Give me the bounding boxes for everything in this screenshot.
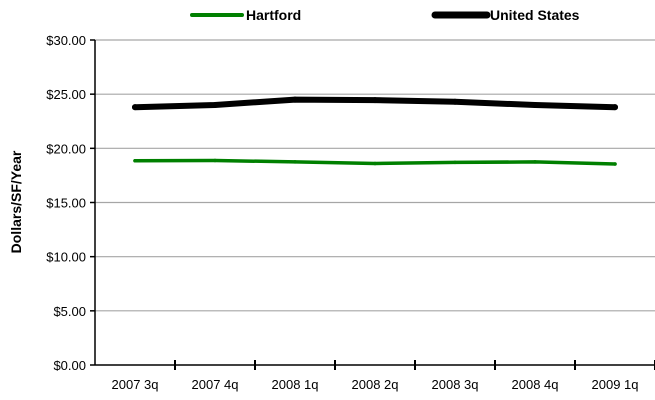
- data-point: [613, 162, 617, 166]
- y-tick-label: $20.00: [46, 141, 86, 156]
- legend: Hartford United States: [190, 7, 580, 23]
- data-point: [292, 96, 298, 103]
- legend-label: United States: [490, 7, 580, 23]
- series-lines: [132, 96, 618, 166]
- y-tick-label: $0.00: [53, 358, 86, 373]
- data-point: [373, 161, 377, 166]
- data-point: [213, 158, 217, 163]
- y-tick-label: $30.00: [46, 33, 86, 48]
- data-point: [372, 97, 378, 104]
- data-point: [533, 160, 537, 164]
- data-point: [453, 160, 457, 165]
- x-tick-label: 2008 2q: [352, 377, 399, 392]
- x-axis-ticks: 2007 3q 2007 4q 2008 1q 2008 2q 2008 3q 2008 …: [112, 360, 655, 392]
- data-point: [132, 104, 138, 111]
- data-point: [532, 102, 538, 108]
- x-tick-label: 2008 1q: [272, 377, 319, 392]
- data-point: [452, 98, 458, 105]
- x-tick-label: 2008 4q: [512, 377, 559, 392]
- data-point: [133, 159, 137, 163]
- y-axis-title: Dollars/SF/Year: [8, 150, 24, 253]
- data-point: [612, 104, 618, 111]
- y-tick-label: $10.00: [46, 250, 86, 265]
- x-tick-label: 2008 3q: [432, 377, 479, 392]
- gridlines: [95, 39, 655, 312]
- y-tick-label: $5.00: [53, 304, 86, 319]
- y-tick-label: $15.00: [46, 196, 86, 211]
- x-tick-label: 2007 4q: [192, 377, 239, 392]
- legend-label: Hartford: [246, 7, 301, 23]
- data-point: [293, 160, 297, 164]
- data-point: [212, 102, 218, 108]
- y-axis-ticks: $0.00 $5.00 $10.00 $15.00 $20.00 $25.00 $30.00: [46, 33, 95, 373]
- y-tick-label: $25.00: [46, 87, 86, 102]
- x-tick-label: 2009 1q: [592, 377, 639, 392]
- x-tick-label: 2007 3q: [112, 377, 159, 392]
